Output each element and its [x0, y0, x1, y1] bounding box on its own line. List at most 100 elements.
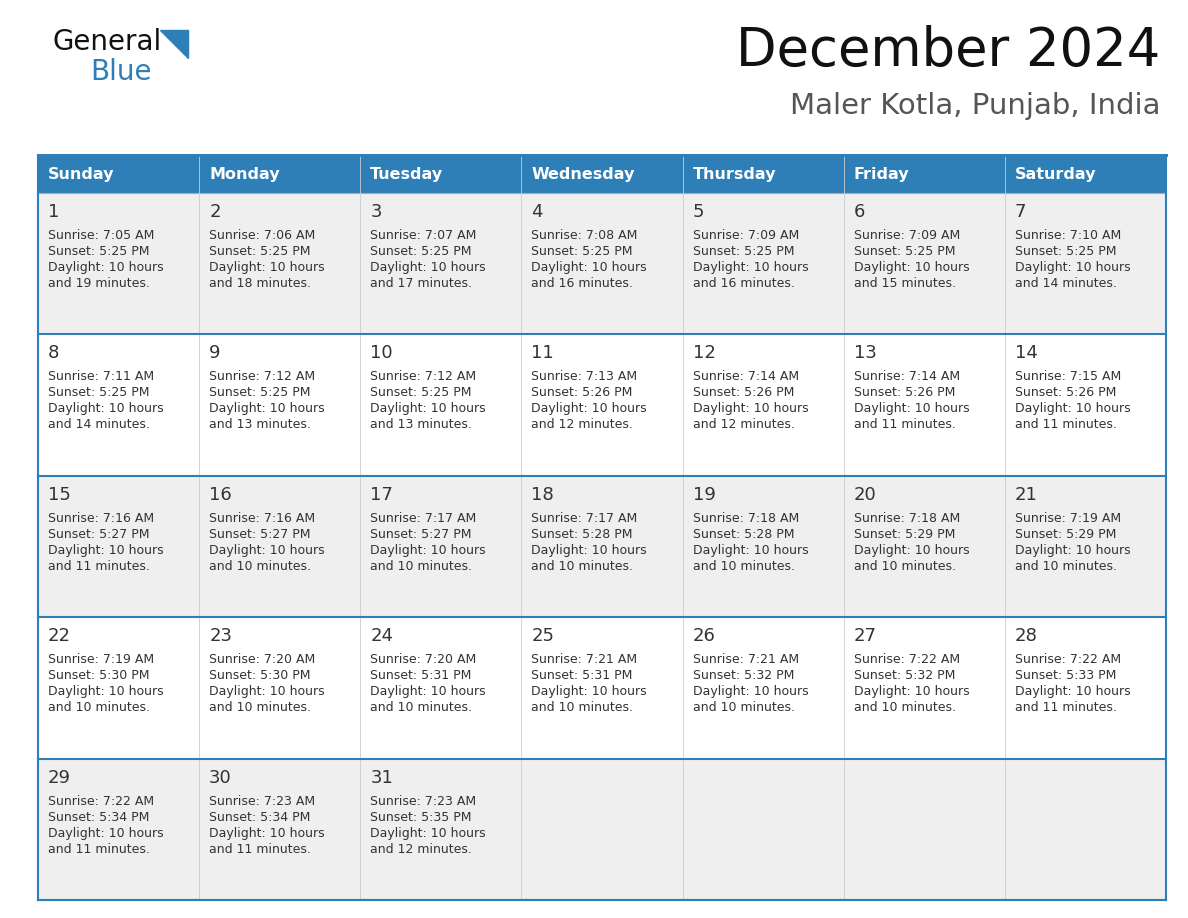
Text: Monday: Monday: [209, 166, 279, 182]
Text: Sunrise: 7:22 AM: Sunrise: 7:22 AM: [854, 654, 960, 666]
Text: Sunrise: 7:17 AM: Sunrise: 7:17 AM: [371, 512, 476, 525]
Text: December 2024: December 2024: [735, 25, 1159, 77]
Text: Sunrise: 7:16 AM: Sunrise: 7:16 AM: [209, 512, 315, 525]
Text: and 10 minutes.: and 10 minutes.: [854, 560, 955, 573]
Text: Daylight: 10 hours: Daylight: 10 hours: [1015, 685, 1131, 699]
Text: 20: 20: [854, 486, 877, 504]
Text: and 10 minutes.: and 10 minutes.: [531, 560, 633, 573]
Text: Sunrise: 7:18 AM: Sunrise: 7:18 AM: [693, 512, 798, 525]
Text: Sunset: 5:25 PM: Sunset: 5:25 PM: [854, 245, 955, 258]
Text: Sunset: 5:26 PM: Sunset: 5:26 PM: [854, 386, 955, 399]
Bar: [360, 155, 522, 193]
Text: Sunrise: 7:14 AM: Sunrise: 7:14 AM: [693, 370, 798, 384]
Text: Daylight: 10 hours: Daylight: 10 hours: [854, 543, 969, 557]
Text: Daylight: 10 hours: Daylight: 10 hours: [48, 261, 164, 274]
Text: and 10 minutes.: and 10 minutes.: [693, 701, 795, 714]
Text: Sunset: 5:32 PM: Sunset: 5:32 PM: [854, 669, 955, 682]
Text: Wednesday: Wednesday: [531, 166, 634, 182]
Text: and 15 minutes.: and 15 minutes.: [854, 277, 955, 290]
Text: Daylight: 10 hours: Daylight: 10 hours: [371, 543, 486, 557]
Text: Daylight: 10 hours: Daylight: 10 hours: [1015, 543, 1131, 557]
Text: Sunset: 5:34 PM: Sunset: 5:34 PM: [209, 811, 310, 823]
Text: Sunset: 5:25 PM: Sunset: 5:25 PM: [371, 245, 472, 258]
Text: and 16 minutes.: and 16 minutes.: [693, 277, 795, 290]
Text: Daylight: 10 hours: Daylight: 10 hours: [531, 685, 647, 699]
Text: Daylight: 10 hours: Daylight: 10 hours: [209, 402, 324, 416]
Text: Sunrise: 7:20 AM: Sunrise: 7:20 AM: [209, 654, 315, 666]
Text: Daylight: 10 hours: Daylight: 10 hours: [209, 261, 324, 274]
Text: and 10 minutes.: and 10 minutes.: [371, 560, 473, 573]
Text: Sunrise: 7:13 AM: Sunrise: 7:13 AM: [531, 370, 638, 384]
Text: Maler Kotla, Punjab, India: Maler Kotla, Punjab, India: [790, 92, 1159, 120]
Bar: [1005, 155, 1165, 193]
Text: Sunday: Sunday: [48, 166, 114, 182]
Bar: [683, 155, 843, 193]
Text: 25: 25: [531, 627, 555, 645]
Text: Daylight: 10 hours: Daylight: 10 hours: [209, 685, 324, 699]
Text: Friday: Friday: [854, 166, 909, 182]
Text: 21: 21: [1015, 486, 1038, 504]
Text: Thursday: Thursday: [693, 166, 776, 182]
Text: Daylight: 10 hours: Daylight: 10 hours: [531, 261, 647, 274]
Text: Daylight: 10 hours: Daylight: 10 hours: [693, 685, 808, 699]
Bar: [522, 155, 683, 193]
Text: and 11 minutes.: and 11 minutes.: [209, 843, 311, 856]
Text: Sunset: 5:30 PM: Sunset: 5:30 PM: [209, 669, 310, 682]
Text: Sunrise: 7:12 AM: Sunrise: 7:12 AM: [371, 370, 476, 384]
Text: Sunrise: 7:09 AM: Sunrise: 7:09 AM: [854, 229, 960, 242]
Text: Sunrise: 7:05 AM: Sunrise: 7:05 AM: [48, 229, 154, 242]
Text: Sunrise: 7:12 AM: Sunrise: 7:12 AM: [209, 370, 315, 384]
Text: Sunset: 5:27 PM: Sunset: 5:27 PM: [209, 528, 310, 541]
Text: Sunrise: 7:21 AM: Sunrise: 7:21 AM: [693, 654, 798, 666]
Text: Blue: Blue: [90, 58, 152, 86]
Text: 29: 29: [48, 768, 71, 787]
Text: Sunset: 5:33 PM: Sunset: 5:33 PM: [1015, 669, 1117, 682]
Bar: [843, 155, 1005, 193]
Text: Sunset: 5:25 PM: Sunset: 5:25 PM: [209, 386, 310, 399]
Text: and 11 minutes.: and 11 minutes.: [854, 419, 955, 431]
Text: Sunset: 5:25 PM: Sunset: 5:25 PM: [48, 245, 150, 258]
Text: Daylight: 10 hours: Daylight: 10 hours: [48, 543, 164, 557]
Text: 1: 1: [48, 203, 59, 221]
Text: Sunset: 5:27 PM: Sunset: 5:27 PM: [48, 528, 150, 541]
Text: 14: 14: [1015, 344, 1038, 363]
Text: Daylight: 10 hours: Daylight: 10 hours: [48, 826, 164, 840]
Text: Sunset: 5:29 PM: Sunset: 5:29 PM: [854, 528, 955, 541]
Text: and 10 minutes.: and 10 minutes.: [209, 701, 311, 714]
Text: Sunrise: 7:10 AM: Sunrise: 7:10 AM: [1015, 229, 1121, 242]
Bar: [38, 758, 1165, 900]
Text: and 11 minutes.: and 11 minutes.: [48, 560, 150, 573]
Text: Sunset: 5:27 PM: Sunset: 5:27 PM: [371, 528, 472, 541]
Text: and 10 minutes.: and 10 minutes.: [48, 701, 150, 714]
Text: 27: 27: [854, 627, 877, 645]
Text: 19: 19: [693, 486, 715, 504]
Text: 12: 12: [693, 344, 715, 363]
Text: and 13 minutes.: and 13 minutes.: [209, 419, 311, 431]
Text: 15: 15: [48, 486, 71, 504]
Text: Daylight: 10 hours: Daylight: 10 hours: [1015, 402, 1131, 416]
Text: and 10 minutes.: and 10 minutes.: [531, 701, 633, 714]
Text: Sunrise: 7:22 AM: Sunrise: 7:22 AM: [1015, 654, 1121, 666]
Text: Daylight: 10 hours: Daylight: 10 hours: [371, 685, 486, 699]
Text: and 10 minutes.: and 10 minutes.: [693, 560, 795, 573]
Text: Sunset: 5:28 PM: Sunset: 5:28 PM: [693, 528, 794, 541]
Text: and 18 minutes.: and 18 minutes.: [209, 277, 311, 290]
Text: 6: 6: [854, 203, 865, 221]
Text: Daylight: 10 hours: Daylight: 10 hours: [531, 543, 647, 557]
Text: and 10 minutes.: and 10 minutes.: [209, 560, 311, 573]
Text: 9: 9: [209, 344, 221, 363]
Text: 18: 18: [531, 486, 554, 504]
Bar: [38, 334, 1165, 476]
Text: and 16 minutes.: and 16 minutes.: [531, 277, 633, 290]
Polygon shape: [160, 30, 188, 58]
Text: 30: 30: [209, 768, 232, 787]
Text: and 14 minutes.: and 14 minutes.: [48, 419, 150, 431]
Text: Daylight: 10 hours: Daylight: 10 hours: [854, 685, 969, 699]
Text: 28: 28: [1015, 627, 1038, 645]
Text: Sunset: 5:25 PM: Sunset: 5:25 PM: [48, 386, 150, 399]
Text: and 11 minutes.: and 11 minutes.: [1015, 701, 1117, 714]
Text: Sunset: 5:31 PM: Sunset: 5:31 PM: [531, 669, 633, 682]
Text: 3: 3: [371, 203, 381, 221]
Text: Sunset: 5:25 PM: Sunset: 5:25 PM: [693, 245, 794, 258]
Text: Daylight: 10 hours: Daylight: 10 hours: [854, 402, 969, 416]
